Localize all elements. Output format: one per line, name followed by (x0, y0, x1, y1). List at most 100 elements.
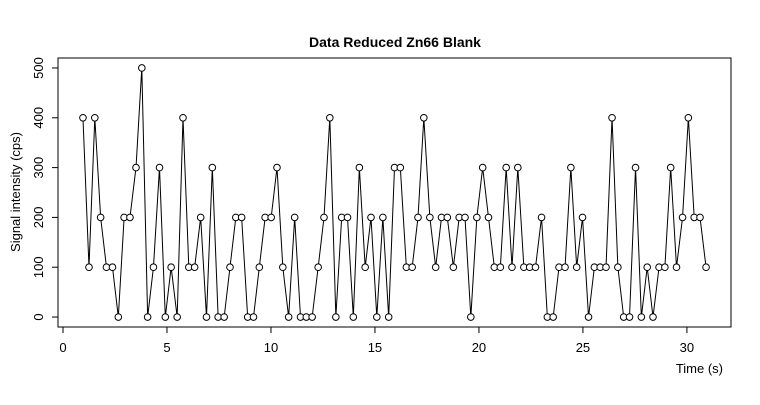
data-point (196, 213, 205, 222)
data-point (267, 213, 275, 222)
data-point (426, 213, 434, 222)
data-point (320, 213, 328, 222)
x-axis-label: Time (s) (676, 361, 723, 376)
data-point (355, 163, 364, 172)
data-point (666, 163, 675, 172)
data-point (273, 163, 281, 172)
y-tick-label: 300 (31, 157, 46, 179)
y-tick-label: 100 (31, 256, 46, 278)
data-point (108, 263, 117, 272)
data-point (202, 313, 211, 321)
data-point (190, 263, 199, 272)
data-point (467, 313, 475, 321)
x-tick-label: 20 (472, 340, 486, 355)
data-point (91, 113, 99, 122)
y-tick-label: 0 (31, 313, 46, 320)
data-point (514, 163, 522, 172)
data-point (149, 263, 158, 272)
data-point (584, 313, 593, 321)
data-line (82, 67, 707, 318)
data-point (384, 313, 393, 321)
data-point (414, 213, 422, 222)
data-point (279, 263, 287, 272)
data-point (132, 163, 140, 172)
x-tick-label: 0 (59, 340, 66, 355)
data-point (179, 113, 187, 122)
data-point (678, 213, 687, 222)
data-point (561, 263, 569, 272)
y-tick-label: 200 (31, 207, 46, 229)
data-point (343, 213, 352, 222)
data-point (249, 313, 258, 321)
data-point (608, 113, 616, 122)
data-point (367, 213, 375, 222)
data-point (96, 213, 105, 222)
data-point (396, 163, 405, 172)
data-point (420, 113, 428, 122)
data-point (484, 213, 493, 222)
y-tick-label: 400 (31, 107, 46, 129)
chart-title: Data Reduced Zn66 Blank (309, 34, 481, 50)
data-point (326, 113, 334, 122)
data-point (290, 213, 299, 222)
data-point (161, 313, 170, 321)
data-point (220, 313, 228, 321)
data-point (572, 263, 581, 272)
data-point (284, 313, 293, 321)
x-tick-label: 5 (163, 340, 170, 355)
data-point (167, 263, 175, 272)
data-point (314, 263, 322, 272)
data-point (508, 263, 516, 272)
data-point (661, 263, 669, 272)
data-point (349, 313, 358, 321)
data-point (531, 263, 540, 272)
data-point (696, 213, 704, 222)
y-tick-label: 500 (31, 57, 46, 79)
data-point (255, 263, 264, 272)
data-point (625, 313, 634, 321)
x-tick-label: 25 (576, 340, 590, 355)
data-point (567, 163, 575, 172)
data-point (361, 263, 369, 272)
data-point (408, 263, 416, 272)
data-point (431, 263, 440, 272)
data-point (173, 313, 181, 321)
x-tick-label: 30 (680, 340, 694, 355)
data-point (143, 313, 152, 321)
plot-box (57, 57, 732, 328)
data-point (649, 313, 657, 321)
data-point (537, 213, 546, 222)
data-point (502, 163, 510, 172)
data-point (614, 263, 622, 272)
data-point (643, 263, 651, 272)
data-point (114, 313, 123, 321)
data-point (602, 263, 610, 272)
data-point (155, 163, 164, 172)
data-point (578, 213, 587, 222)
data-point (672, 263, 681, 272)
data-point (443, 213, 452, 222)
data-point (237, 213, 246, 222)
data-point (449, 263, 458, 272)
data-point (373, 313, 381, 321)
data-point (379, 213, 387, 222)
data-point (226, 263, 234, 272)
data-point (308, 313, 316, 321)
data-point (549, 313, 557, 321)
data-point (631, 163, 640, 172)
data-point (702, 263, 710, 272)
data-point (637, 313, 646, 321)
x-tick-label: 10 (264, 340, 278, 355)
data-point (478, 163, 487, 172)
x-tick-label: 15 (368, 340, 382, 355)
data-point (473, 213, 481, 222)
data-point (208, 163, 217, 172)
data-point (138, 64, 146, 72)
data-point (461, 213, 469, 222)
data-point (496, 263, 505, 272)
data-point (79, 113, 87, 122)
y-axis-label: Signal intensity (cps) (8, 132, 23, 252)
data-point (126, 213, 134, 222)
data-point (85, 263, 93, 272)
